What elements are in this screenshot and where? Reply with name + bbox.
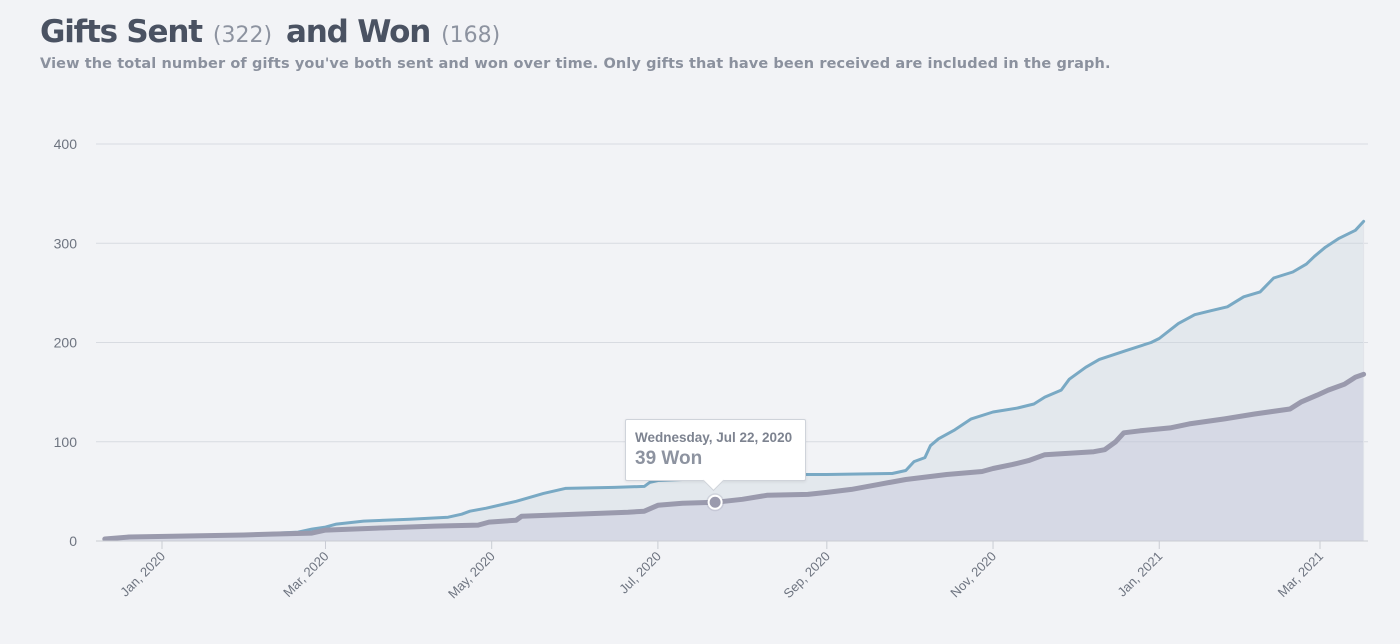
sent-count: (322): [212, 23, 273, 48]
tooltip-value: 39 Won: [635, 448, 703, 469]
y-tick-label-400: 400: [54, 136, 78, 152]
x-tick-label: Mar, 2021: [1275, 549, 1326, 600]
y-tick-label-300: 300: [54, 235, 78, 251]
x-tick-label: Nov, 2020: [947, 549, 999, 601]
tooltip-date: Wednesday, Jul 22, 2020: [635, 430, 793, 445]
line-won: [102, 371, 1367, 542]
x-tick-label: Jan, 2021: [1114, 549, 1165, 600]
x-tick-label: Sep, 2020: [780, 549, 833, 602]
y-tick-label-0: 0: [69, 533, 77, 549]
x-tick-label: May, 2020: [445, 549, 498, 602]
x-tick-label: Jul, 2020: [616, 549, 664, 597]
title-sent: Gifts Sent: [40, 14, 203, 50]
area-won: [104, 374, 1364, 541]
data-tooltip: Wednesday, Jul 22, 2020 39 Won: [625, 419, 806, 481]
x-tick-label: Jan, 2020: [117, 549, 168, 600]
area-sent: [104, 221, 1364, 541]
markers: [706, 493, 725, 512]
series-lines: [102, 219, 1367, 542]
line-sent: [103, 219, 1366, 541]
chart-subtitle: View the total number of gifts you've bo…: [40, 56, 1111, 72]
hover-marker: [707, 494, 723, 510]
y-tick-label-100: 100: [54, 434, 78, 450]
title-won: and Won: [286, 14, 431, 50]
series-areas: [104, 221, 1365, 541]
chart-header: Gifts Sent (322) and Won (168) View the …: [40, 14, 1111, 72]
y-tick-label-200: 200: [54, 335, 78, 351]
title-row: Gifts Sent (322) and Won (168): [40, 14, 1111, 50]
won-count: (168): [441, 23, 501, 48]
x-tick-label: Mar, 2020: [280, 549, 331, 600]
